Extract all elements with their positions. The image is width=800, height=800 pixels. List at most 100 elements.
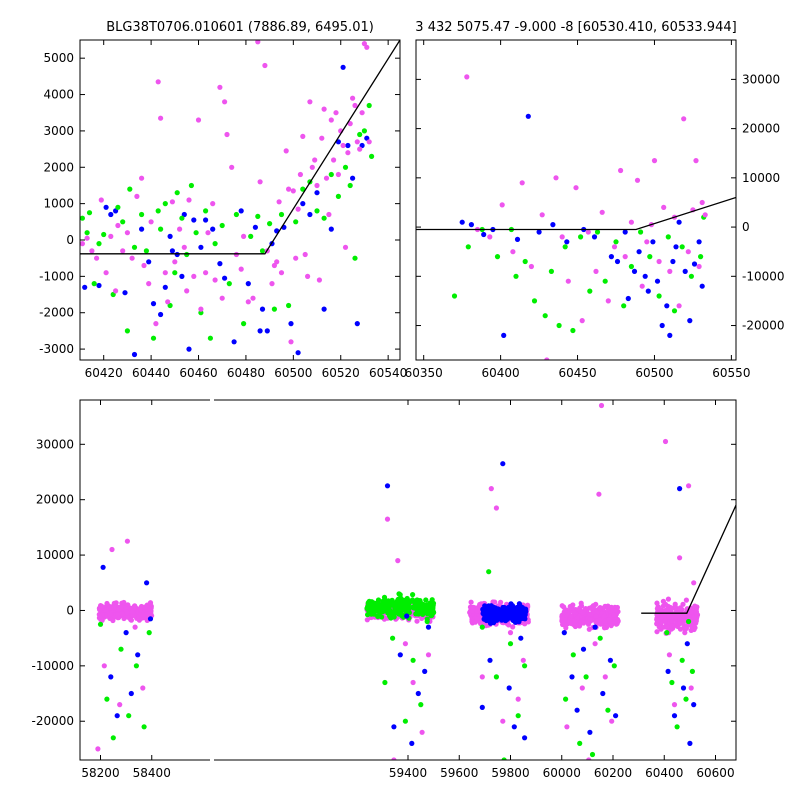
data-point <box>514 236 521 242</box>
cluster-point <box>420 611 426 617</box>
data-point <box>587 729 593 735</box>
data-point <box>162 284 168 290</box>
data-point <box>124 328 130 334</box>
data-point <box>634 177 641 183</box>
data-point <box>80 215 85 221</box>
data-point <box>307 99 313 105</box>
data-point <box>127 186 133 192</box>
y-tick-label: 30000 <box>742 72 780 86</box>
cluster-point <box>404 601 410 607</box>
data-point <box>139 226 145 232</box>
cluster-point <box>508 611 514 617</box>
cluster-point <box>427 603 433 609</box>
data-point <box>132 624 138 630</box>
x-tick-label: 58200 <box>81 766 119 780</box>
cluster-point <box>400 601 406 607</box>
data-point <box>580 646 587 652</box>
data-point <box>622 229 628 235</box>
data-point <box>139 175 145 181</box>
data-point <box>153 321 159 327</box>
data-point <box>117 702 123 708</box>
cluster-point <box>136 614 142 620</box>
panel-top-left-title: BLG38T0706.010601 (7886.89, 6495.01) <box>106 20 374 35</box>
cluster-point <box>97 614 103 620</box>
data-point <box>418 702 424 708</box>
data-point <box>113 288 119 294</box>
data-point <box>131 351 138 358</box>
data-point <box>155 208 161 214</box>
data-point <box>108 211 114 218</box>
x-tick-label: 60460 <box>179 366 217 380</box>
data-point <box>184 251 190 258</box>
data-point <box>321 306 327 312</box>
data-point <box>210 201 216 207</box>
data-point <box>217 261 223 267</box>
data-point <box>384 483 391 489</box>
cluster-point <box>388 609 394 615</box>
data-point <box>245 281 251 287</box>
data-point <box>98 197 104 203</box>
data-point <box>257 179 263 185</box>
y-tick-label: -10000 <box>742 269 785 283</box>
data-point <box>276 199 282 205</box>
y-tick-label: 2000 <box>43 160 74 174</box>
cluster-point <box>501 610 507 616</box>
y-tick-label: 4000 <box>43 88 74 102</box>
cluster-point <box>593 613 599 619</box>
cluster-point <box>107 612 113 618</box>
cluster-point <box>511 615 517 621</box>
data-point <box>510 249 516 255</box>
y-tick-label: 10000 <box>36 548 74 562</box>
data-point <box>579 318 585 324</box>
data-point <box>488 486 494 492</box>
data-point <box>390 635 396 641</box>
x-tick-label: 58400 <box>133 766 171 780</box>
cluster-point <box>523 608 529 614</box>
cluster-point <box>396 597 402 604</box>
data-point <box>286 186 292 192</box>
data-point <box>651 158 658 164</box>
cluster-point <box>672 603 678 609</box>
cluster-point <box>118 604 124 610</box>
cluster-point <box>364 617 370 623</box>
y-tick-label: 0 <box>66 603 74 617</box>
cluster-point <box>375 597 382 603</box>
panel-top-right-title: 3 432 5075.47 -9.000 -8 [60530.410, 6053… <box>415 20 736 35</box>
data-point <box>481 231 487 238</box>
cluster-point <box>666 606 672 612</box>
data-point <box>210 226 216 232</box>
data-point <box>597 635 603 641</box>
data-point <box>574 707 580 713</box>
data-point <box>515 713 521 719</box>
data-point <box>359 110 365 116</box>
data-point <box>593 268 599 274</box>
data-point <box>396 591 402 597</box>
data-point <box>97 621 104 627</box>
data-point <box>501 757 507 760</box>
cluster-point <box>680 601 686 607</box>
data-point <box>468 222 474 228</box>
data-point <box>564 239 570 245</box>
data-point <box>522 735 528 741</box>
data-point <box>181 244 187 250</box>
data-point <box>198 306 204 312</box>
y-tick-label: -3000 <box>39 342 74 356</box>
cluster-point <box>500 604 506 610</box>
cluster-point <box>580 610 586 616</box>
data-point <box>592 624 598 630</box>
data-point <box>122 290 128 296</box>
data-point <box>198 244 204 250</box>
cluster-point <box>506 622 512 628</box>
cluster-point <box>121 599 127 606</box>
data-point <box>665 668 671 674</box>
cluster-point <box>694 604 700 610</box>
data-point <box>671 713 678 719</box>
data-point <box>118 646 124 652</box>
data-point <box>140 685 146 691</box>
data-point <box>687 318 693 324</box>
data-point <box>245 299 251 305</box>
data-point <box>366 139 372 145</box>
data-point <box>699 199 705 206</box>
data-point <box>384 516 391 522</box>
y-tick-label: -10000 <box>31 659 74 673</box>
